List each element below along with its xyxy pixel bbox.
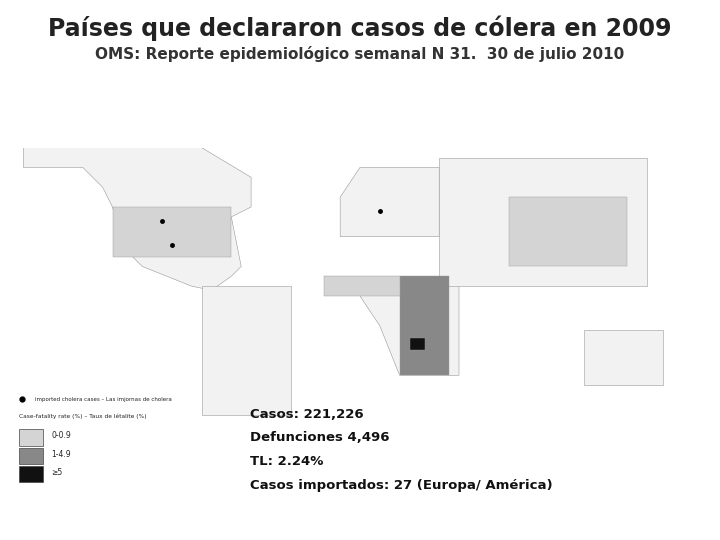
- Text: ≥5: ≥5: [51, 468, 63, 477]
- Text: Países que declararon casos de cólera en 2009: Países que declararon casos de cólera en…: [48, 15, 672, 40]
- Text: 1-4.9: 1-4.9: [51, 450, 71, 458]
- Polygon shape: [202, 286, 291, 415]
- Text: Casos importados: 27 (Europa/ América): Casos importados: 27 (Europa/ América): [251, 479, 553, 492]
- Text: 0-0.9: 0-0.9: [51, 431, 71, 440]
- Text: OMS: Reporte epidemiológico semanal N 31.  30 de julio 2010: OMS: Reporte epidemiológico semanal N 31…: [95, 46, 625, 62]
- Text: Casos: 221,226: Casos: 221,226: [251, 408, 364, 421]
- Text: imported cholera cases – Las imjornas de cholera: imported cholera cases – Las imjornas de…: [35, 396, 172, 402]
- Polygon shape: [324, 276, 459, 375]
- Bar: [19, 466, 43, 482]
- Text: Defunciones 4,496: Defunciones 4,496: [251, 431, 390, 444]
- Polygon shape: [508, 197, 627, 266]
- Polygon shape: [439, 158, 647, 286]
- Polygon shape: [410, 338, 426, 349]
- Polygon shape: [584, 330, 663, 385]
- Polygon shape: [340, 167, 439, 237]
- Bar: [19, 448, 43, 464]
- Polygon shape: [23, 147, 251, 290]
- Polygon shape: [112, 207, 231, 256]
- Text: Case-fatality rate (%) – Taux de létalite (%): Case-fatality rate (%) – Taux de létalit…: [19, 414, 147, 419]
- Polygon shape: [400, 276, 449, 375]
- Polygon shape: [324, 276, 400, 296]
- Text: TL: 2.24%: TL: 2.24%: [251, 455, 324, 468]
- Bar: [19, 429, 43, 445]
